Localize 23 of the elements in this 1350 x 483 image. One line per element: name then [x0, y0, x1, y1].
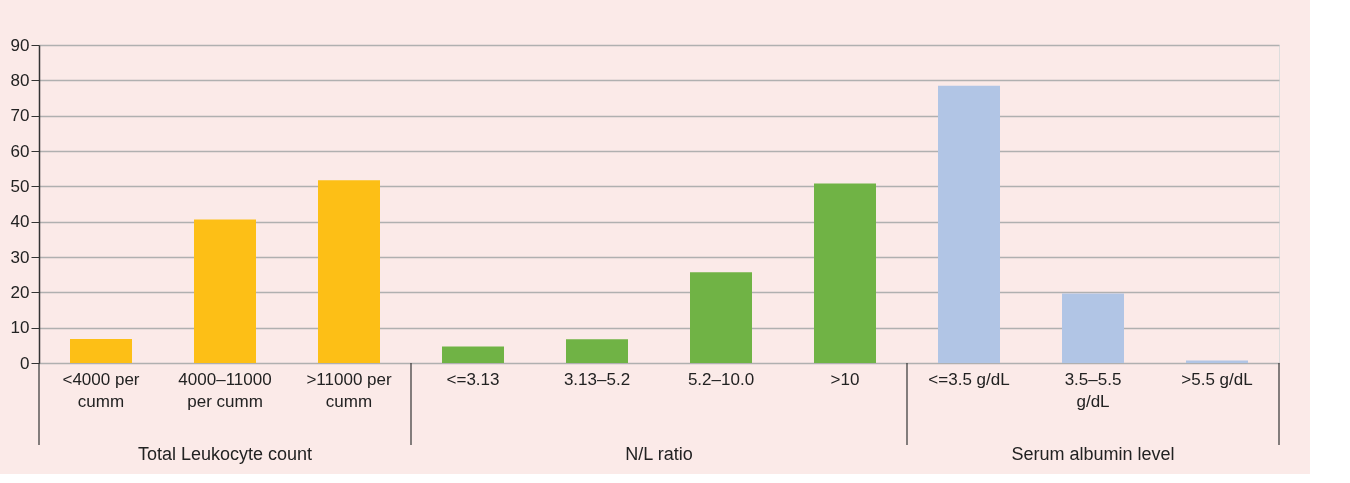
text: N/L ratio [625, 444, 693, 464]
x-tick-label: <4000 per cumm [62, 369, 140, 411]
y-tick-label: 60 [10, 141, 30, 161]
y-tick-label: 20 [10, 282, 30, 302]
y-tick-label: 40 [10, 212, 30, 232]
text: Total Leukocyte count [137, 444, 313, 464]
x-tick-label: <=3.5 g/dL [928, 369, 1010, 389]
x-tick-label: 5.2–10.0 [687, 369, 755, 389]
y-tick-label: 70 [10, 106, 30, 126]
y-tick-label: 80 [10, 70, 30, 90]
x-tick-label: >11000 per cumm [306, 369, 392, 411]
y-tick-label: 0 [20, 353, 30, 373]
x-tick-label: 4000–11000 per cumm [178, 369, 272, 411]
x-tick-label: 3.5–5.5 g/dL [1064, 369, 1122, 411]
y-tick-label: 90 [10, 35, 30, 55]
x-tick-label: <=3.13 [446, 369, 500, 389]
x-tick-label: >5.5 g/dL [1181, 369, 1253, 389]
y-tick-label: 30 [10, 247, 30, 267]
text: Serum albumin level [1011, 444, 1175, 464]
y-tick-label: 50 [10, 176, 30, 196]
x-tick-label: 3.13–5.2 [563, 369, 631, 389]
x-tick-label: >10 [830, 369, 860, 389]
y-tick-label: 10 [10, 318, 30, 338]
